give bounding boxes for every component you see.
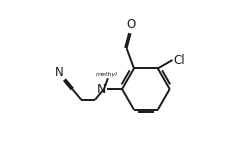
- Text: N: N: [97, 83, 106, 96]
- Text: Cl: Cl: [173, 53, 185, 66]
- Text: O: O: [126, 18, 135, 31]
- Text: methyl: methyl: [96, 72, 118, 77]
- Text: N: N: [55, 66, 64, 79]
